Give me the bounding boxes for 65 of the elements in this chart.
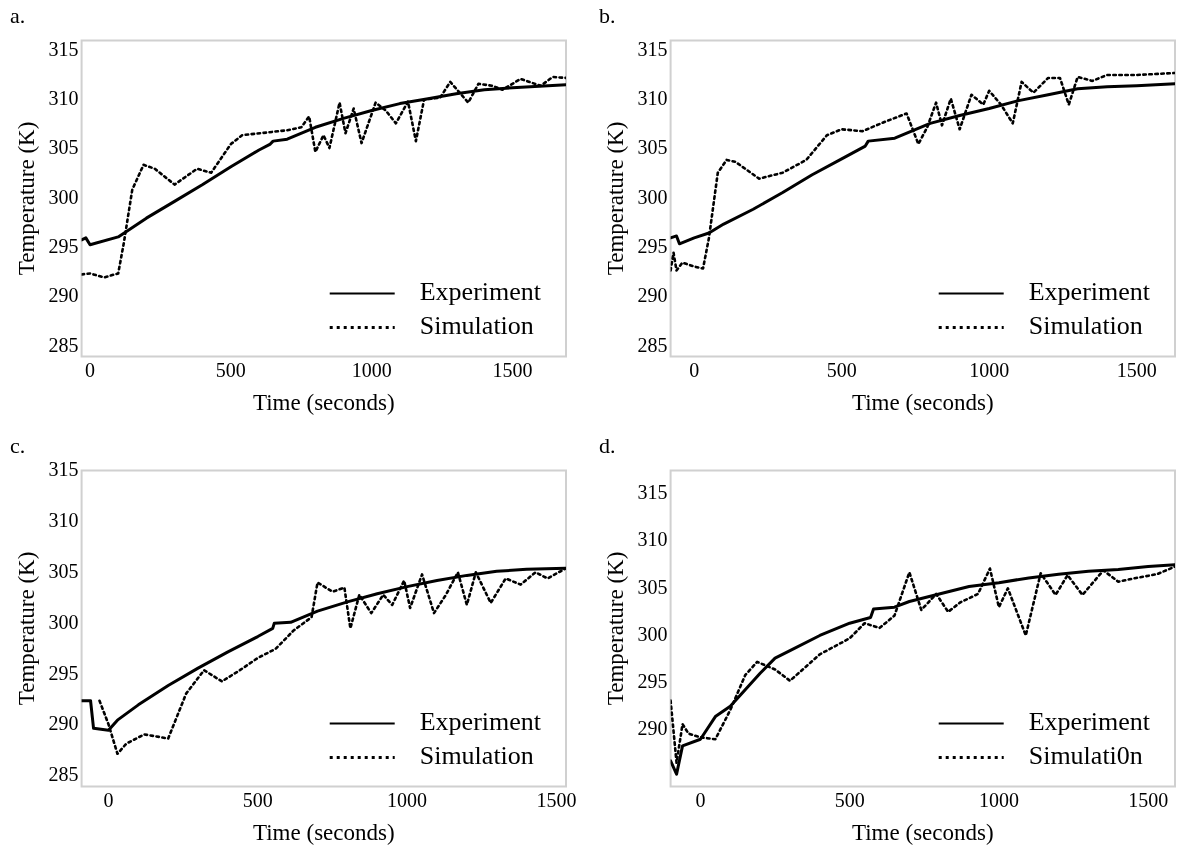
y-tick-label: 295 [637, 669, 668, 692]
line-series [670, 71, 1175, 272]
y-tick-label: 300 [48, 610, 79, 633]
x-axis-title: Time (seconds) [252, 390, 395, 416]
legend-label: Simulation [419, 741, 534, 771]
line-series [81, 75, 566, 279]
y-tick-label: 315 [48, 37, 79, 60]
y-tick-label: 305 [637, 136, 668, 159]
y-axis-title: Temperature (K) [602, 121, 628, 276]
y-tick-label: 285 [48, 333, 79, 356]
legend-label: Simulation [1028, 311, 1143, 341]
y-tick-label: 285 [48, 763, 79, 786]
legend-label: Experiment [419, 277, 542, 307]
y-tick-label: 290 [637, 717, 668, 740]
y-axis-title: Temperature (K) [13, 121, 39, 276]
y-axis-title: Temperature (K) [602, 551, 628, 706]
chart-title: d. [599, 432, 616, 458]
x-tick-label: 1500 [1116, 358, 1157, 381]
x-tick-label: 0 [85, 358, 96, 381]
y-tick-label: 290 [48, 284, 79, 307]
x-axis-title: Time (seconds) [851, 820, 994, 846]
x-tick-label: 1500 [536, 788, 577, 811]
x-tick-label: 500 [242, 788, 273, 811]
chart-title: a. [10, 2, 26, 28]
y-tick-label: 310 [637, 86, 668, 109]
x-tick-label: 1000 [351, 358, 392, 381]
x-tick-label: 1000 [978, 788, 1019, 811]
x-tick-label: 500 [826, 358, 857, 381]
x-tick-label: 0 [689, 358, 700, 381]
y-tick-label: 315 [637, 37, 668, 60]
legend-label: Experiment [419, 707, 542, 737]
x-axis-title: Time (seconds) [851, 390, 994, 416]
legend-label: Experiment [1028, 277, 1151, 307]
x-tick-label: 0 [695, 788, 706, 811]
y-tick-label: 315 [48, 457, 79, 480]
x-tick-label: 500 [215, 358, 246, 381]
y-tick-label: 305 [48, 559, 79, 582]
y-axis-title: Temperature (K) [13, 551, 39, 706]
y-tick-label: 310 [48, 508, 79, 531]
x-tick-label: 0 [103, 788, 114, 811]
x-tick-label: 1000 [969, 358, 1010, 381]
y-tick-label: 310 [48, 86, 79, 109]
y-tick-label: 315 [637, 481, 668, 504]
y-tick-label: 290 [48, 712, 79, 735]
legend-label: Simulati0n [1028, 741, 1143, 771]
y-tick-label: 295 [637, 235, 668, 258]
y-tick-label: 300 [637, 185, 668, 208]
y-tick-label: 305 [48, 136, 79, 159]
chart-title: c. [10, 432, 26, 458]
x-tick-label: 1500 [492, 358, 533, 381]
y-tick-label: 285 [637, 333, 668, 356]
y-tick-label: 290 [637, 284, 668, 307]
legend-label: Simulation [419, 311, 534, 341]
y-tick-label: 295 [48, 235, 79, 258]
chart-title: b. [599, 2, 616, 28]
y-tick-label: 305 [637, 575, 668, 598]
x-tick-label: 1000 [387, 788, 428, 811]
y-tick-label: 295 [48, 661, 79, 684]
x-axis-title: Time (seconds) [252, 820, 395, 846]
y-tick-label: 310 [637, 528, 668, 551]
x-tick-label: 500 [834, 788, 865, 811]
y-tick-label: 300 [637, 622, 668, 645]
legend-label: Experiment [1028, 707, 1151, 737]
x-tick-label: 1500 [1128, 788, 1169, 811]
y-tick-label: 300 [48, 185, 79, 208]
